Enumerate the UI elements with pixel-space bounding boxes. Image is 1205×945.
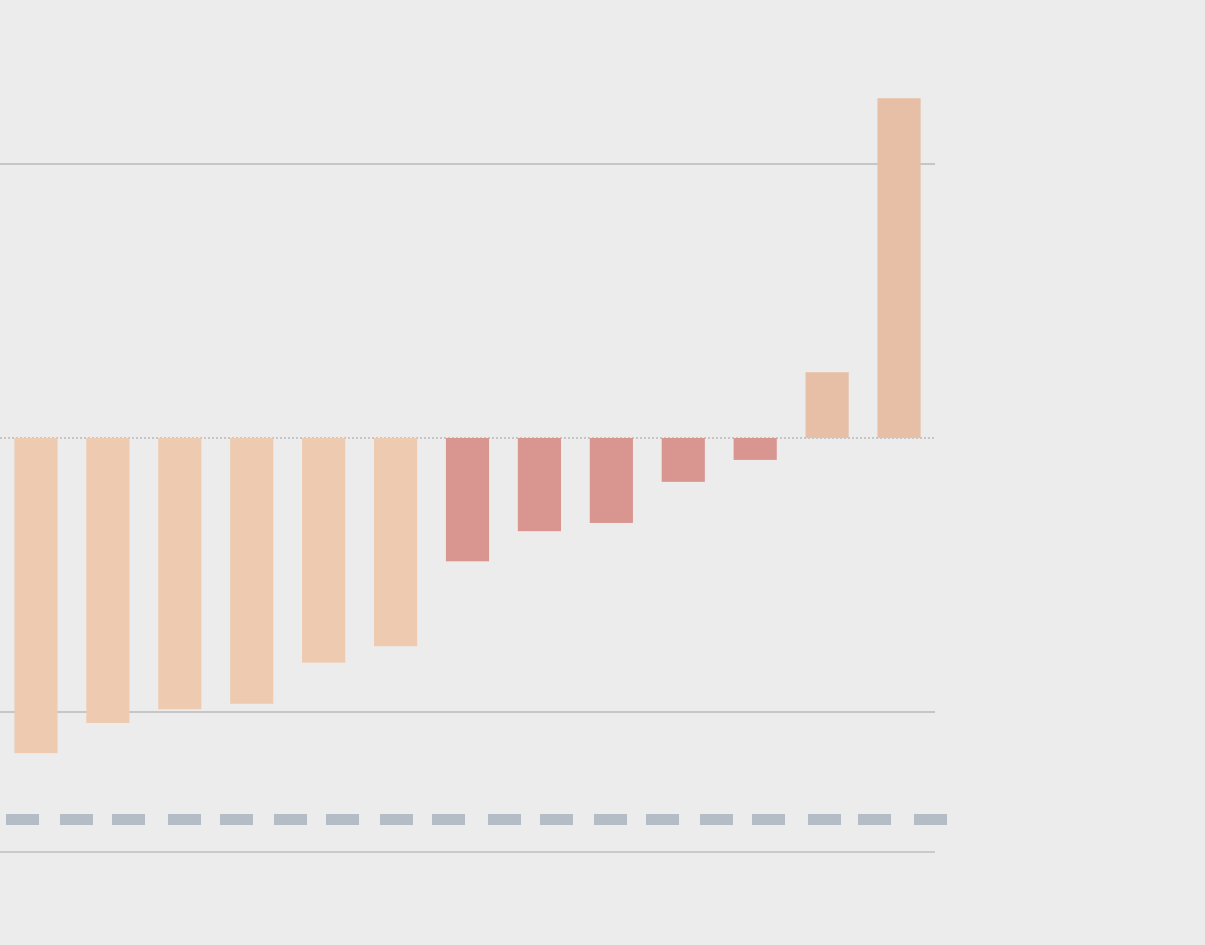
bar [733,438,777,460]
label-placeholder [432,814,465,825]
label-placeholder [380,814,413,825]
bar [302,438,346,663]
label-placeholder [168,814,201,825]
bar [877,98,921,439]
label-placeholder [700,814,733,825]
x-label-placeholders [6,814,947,825]
label-placeholder [914,814,947,825]
bar [445,438,490,562]
bar [661,438,705,482]
label-placeholder [60,814,93,825]
bar [14,438,58,754]
label-placeholder [594,814,627,825]
label-placeholder [540,814,573,825]
label-placeholder [6,814,39,825]
label-placeholder [220,814,253,825]
label-placeholder [326,814,359,825]
bar [517,438,561,532]
bar [805,372,849,438]
label-placeholder [112,814,145,825]
bar [589,438,633,523]
bar [374,438,418,647]
label-placeholder [274,814,307,825]
bar [86,438,130,723]
label-placeholder [488,814,521,825]
label-placeholder [646,814,679,825]
bar [230,438,274,704]
bar [158,438,202,710]
label-placeholder [808,814,841,825]
label-placeholder [752,814,785,825]
label-placeholder [858,814,891,825]
